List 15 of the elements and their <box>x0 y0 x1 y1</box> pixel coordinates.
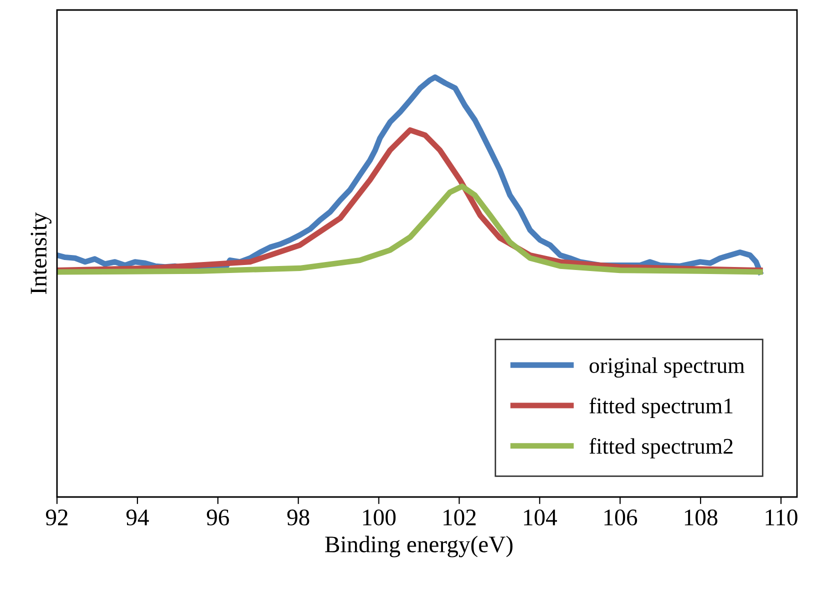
x-tick-label: 102 <box>444 509 476 526</box>
x-tick-label: 108 <box>684 509 718 526</box>
x-axis-title: Binding energy(eV) <box>325 536 512 558</box>
y-axis-title: Intensity <box>30 212 52 294</box>
legend-label: fitted spectrum1 <box>589 398 732 418</box>
x-tick-label: 96 <box>206 510 229 526</box>
x-tick-label: 94 <box>126 510 149 526</box>
x-tick-label: 106 <box>604 509 638 526</box>
x-tick-label: 100 <box>363 509 396 526</box>
x-tick-label: 104 <box>524 509 558 526</box>
x-tick-label: 98 <box>287 509 310 526</box>
x-tick-label: 110 <box>766 509 798 526</box>
legend-label: original spectrum <box>590 357 745 378</box>
legend-label: fitted spectrum2 <box>589 438 733 458</box>
x-tick-label: 92 <box>46 510 68 526</box>
